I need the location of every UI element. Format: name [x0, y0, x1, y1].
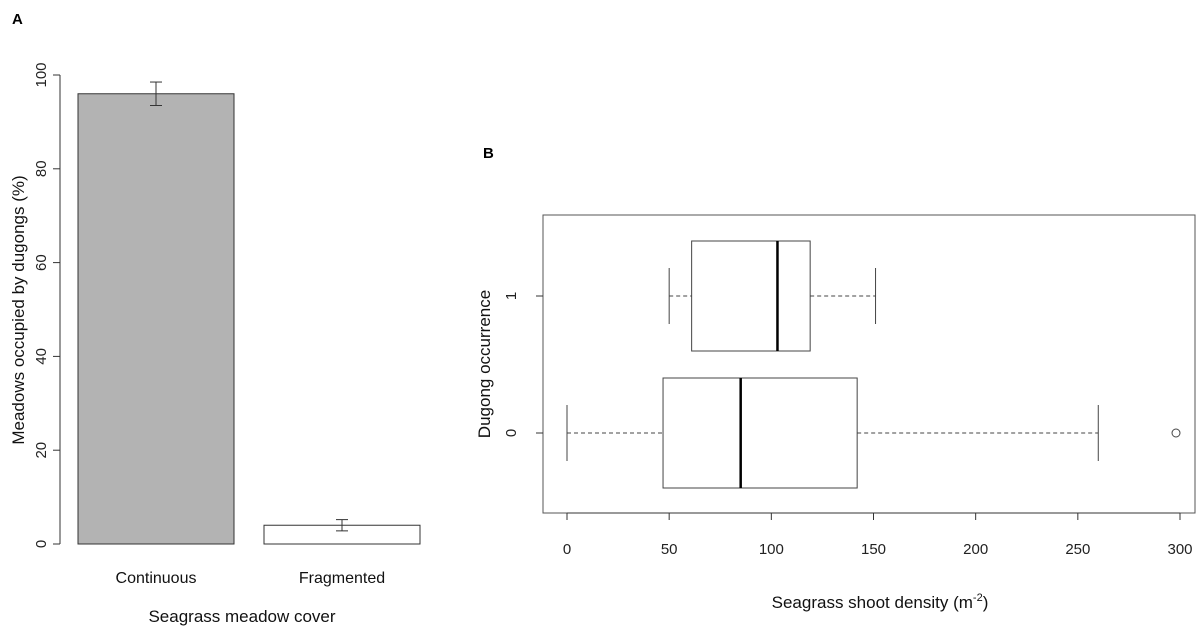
- panel-b-x-tick-label: 150: [861, 541, 886, 558]
- panel-b-x-tick-label: 200: [963, 541, 988, 558]
- panel-b-y-axis: 10: [503, 292, 543, 437]
- panel-a-label: A: [12, 11, 23, 28]
- panel-a-y-tick-label: 20: [33, 442, 50, 459]
- box-group-0: [566, 377, 1181, 489]
- outlier-point: [1171, 428, 1181, 438]
- panel-b-y-tick-label: 1: [503, 292, 520, 300]
- panel-a-error-bars: [150, 81, 348, 532]
- panel-b-x-tick-label: 250: [1065, 541, 1090, 558]
- panel-b-x-axis-title: Seagrass shoot density (m-2): [772, 592, 989, 612]
- panel-b: B 0 50 100 150 200 250 300 10 Dugong occurrenc…: [475, 145, 1196, 612]
- panel-b-x-tick-label: 50: [661, 541, 678, 558]
- category-label-fragmented: Fragmented: [299, 570, 385, 587]
- panel-a-y-tick-label: 100: [33, 62, 50, 87]
- panel-b-x-axis-title-close: ): [983, 593, 989, 612]
- panel-b-y-tick-label: 0: [503, 429, 520, 437]
- box-iqr: [691, 240, 811, 352]
- panel-a-bars: [77, 93, 421, 545]
- panel-a-y-axis: 0 20 40 60 80 100: [33, 62, 61, 548]
- panel-a-y-axis-title: Meadows occupied by dugongs (%): [9, 175, 28, 444]
- box-iqr: [662, 377, 858, 489]
- panel-b-x-tick-label: 0: [563, 541, 571, 558]
- panel-a-x-axis-title: Seagrass meadow cover: [148, 607, 335, 626]
- panel-b-x-axis: 0 50 100 150 200 250 300: [563, 512, 1193, 558]
- panel-b-boxes: [566, 240, 1181, 489]
- panel-b-label: B: [483, 145, 494, 162]
- panel-a-y-tick-label: 0: [33, 540, 50, 548]
- panel-a-y-tick-label: 60: [33, 254, 50, 271]
- panel-a-y-tick-label: 40: [33, 348, 50, 365]
- category-label-continuous: Continuous: [116, 570, 197, 587]
- panel-a-y-tick-label: 80: [33, 160, 50, 177]
- box-group-1: [668, 240, 877, 352]
- panel-b-y-axis-title: Dugong occurrence: [475, 290, 494, 438]
- panel-a: A 0 20 40 60 80 100 Continuous Fragmented Mead…: [9, 11, 421, 626]
- panel-b-x-axis-title-main: Seagrass shoot density (m: [772, 593, 973, 612]
- bar-continuous: [77, 93, 235, 545]
- panel-b-plot-frame: [542, 214, 1196, 514]
- panel-a-categories: Continuous Fragmented: [116, 570, 386, 587]
- panel-b-x-tick-label: 100: [759, 541, 784, 558]
- panel-b-x-tick-label: 300: [1167, 541, 1192, 558]
- panel-b-x-axis-title-sup: -2: [973, 592, 983, 604]
